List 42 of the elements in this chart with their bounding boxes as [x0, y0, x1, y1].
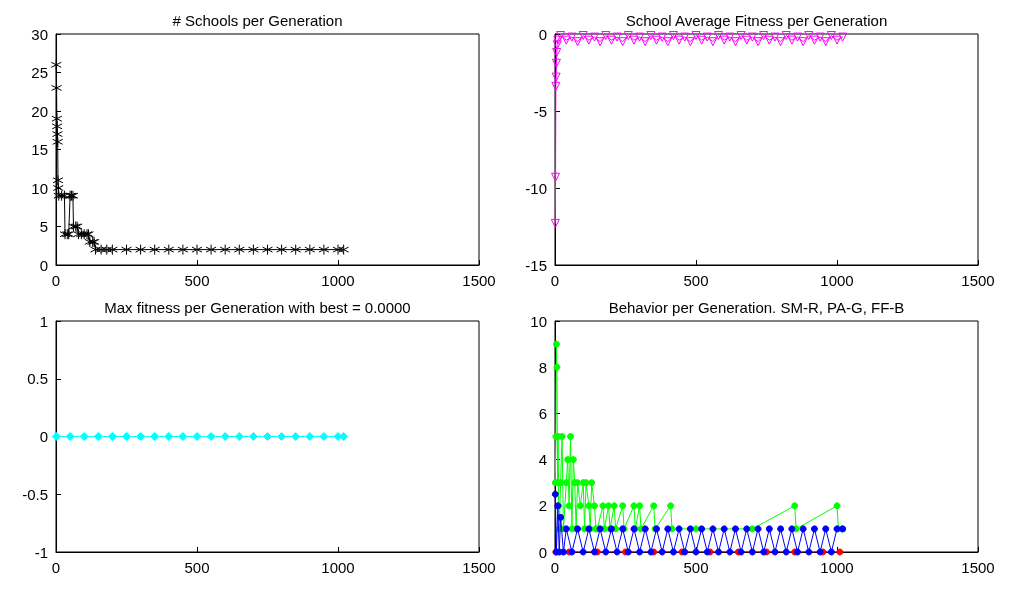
y-tick-label: 5	[39, 218, 48, 235]
x-tick-label: 1000	[321, 272, 355, 289]
y-tick-label: 30	[31, 25, 48, 43]
x-tick-label: 500	[683, 272, 709, 289]
y-tick-label: 15	[31, 141, 48, 158]
y-tick-label: -0.5	[22, 485, 48, 503]
y-tick-label: 0.5	[27, 370, 48, 388]
y-tick-label: 10	[530, 312, 547, 330]
x-tick-label: 500	[184, 272, 210, 289]
y-tick-label: 6	[538, 404, 547, 422]
chart-title: Max fitness per Generation with best = 0.0000	[104, 299, 411, 316]
x-tick-label: 1500	[961, 559, 995, 576]
y-tick-label: 0	[39, 428, 48, 445]
x-tick-label: 1500	[462, 559, 496, 576]
x-tick-label: 0	[51, 559, 61, 576]
y-tick-label: -10	[525, 179, 547, 197]
x-tick-label: 500	[184, 559, 210, 576]
x-tick-label: 0	[550, 272, 560, 289]
y-tick-label: -1	[34, 543, 48, 561]
x-tick-label: 1500	[462, 272, 496, 289]
y-tick-label: -5	[533, 102, 547, 120]
y-tick-label: 8	[538, 358, 547, 376]
x-tick-label: 1000	[321, 559, 355, 576]
x-tick-label: 500	[683, 559, 709, 576]
y-tick-label: 1	[39, 312, 48, 330]
y-tick-label: 10	[31, 179, 48, 197]
chart-title: School Average Fitness per Generation	[625, 12, 888, 29]
y-tick-label: 2	[538, 497, 547, 515]
chart-title: # Schools per Generation	[172, 12, 343, 29]
y-tick-label: 25	[31, 64, 48, 81]
x-tick-label: 0	[51, 272, 61, 289]
y-tick-label: 0	[39, 256, 48, 274]
x-tick-label: 1500	[961, 272, 995, 289]
x-tick-label: 1000	[820, 272, 854, 289]
x-tick-label: 1000	[820, 559, 854, 576]
y-tick-label: 20	[31, 102, 48, 120]
y-tick-label: 0	[538, 543, 547, 561]
y-tick-label: 0	[538, 25, 547, 43]
y-tick-label: -15	[525, 256, 547, 274]
chart-title: Behavior per Generation. SM-R, PA-G, FF-B	[608, 299, 905, 316]
x-tick-label: 0	[550, 559, 560, 576]
y-tick-label: 4	[538, 451, 547, 469]
